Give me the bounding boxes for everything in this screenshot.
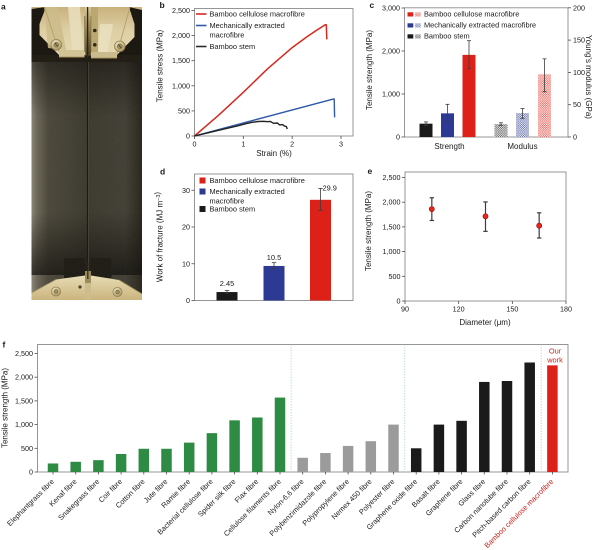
- svg-text:2,000: 2,000: [383, 198, 401, 207]
- svg-text:2,000: 2,000: [15, 373, 33, 382]
- svg-text:macrofibre: macrofibre: [210, 31, 245, 40]
- svg-text:work: work: [546, 356, 563, 365]
- svg-text:1: 1: [241, 140, 245, 149]
- svg-text:Diameter (μm): Diameter (μm): [459, 318, 511, 327]
- svg-text:1,000: 1,000: [15, 420, 33, 429]
- svg-text:100: 100: [573, 68, 585, 77]
- svg-text:10: 10: [182, 259, 190, 268]
- svg-text:0: 0: [397, 297, 401, 306]
- svg-text:Snakegrass fibre: Snakegrass fibre: [56, 477, 101, 522]
- svg-text:120: 120: [453, 305, 465, 314]
- svg-text:200: 200: [573, 3, 585, 12]
- svg-text:Bamboo stem: Bamboo stem: [210, 205, 256, 214]
- svg-text:0: 0: [186, 296, 190, 305]
- svg-text:1,500: 1,500: [383, 222, 401, 231]
- svg-text:d: d: [160, 167, 165, 177]
- svg-text:500: 500: [389, 272, 401, 281]
- svg-text:Bamboo stem: Bamboo stem: [424, 32, 470, 41]
- svg-text:Young's modulus (GPa): Young's modulus (GPa): [584, 35, 593, 119]
- svg-text:Modulus: Modulus: [507, 142, 537, 151]
- svg-text:1,500: 1,500: [15, 396, 33, 405]
- svg-text:50: 50: [573, 100, 581, 109]
- svg-text:29.9: 29.9: [323, 184, 337, 193]
- svg-text:c: c: [370, 0, 375, 10]
- svg-text:500: 500: [21, 444, 33, 453]
- svg-text:2,000: 2,000: [382, 47, 400, 56]
- svg-text:2,500: 2,500: [172, 6, 190, 15]
- svg-text:150: 150: [506, 305, 518, 314]
- svg-text:1,000: 1,000: [383, 247, 401, 256]
- svg-text:macrofibre: macrofibre: [210, 197, 245, 206]
- svg-text:2: 2: [290, 140, 294, 149]
- svg-text:2,000: 2,000: [172, 31, 190, 40]
- svg-text:10.5: 10.5: [267, 253, 281, 262]
- svg-text:Strain (%): Strain (%): [256, 149, 292, 158]
- svg-text:b: b: [160, 0, 165, 10]
- svg-text:Bamboo cellulose macrofibre: Bamboo cellulose macrofibre: [210, 10, 305, 19]
- svg-text:20: 20: [182, 223, 190, 232]
- svg-text:Tensile strength (MPa): Tensile strength (MPa): [365, 30, 374, 110]
- svg-text:Tensile strength (MPa): Tensile strength (MPa): [364, 191, 373, 271]
- svg-text:0: 0: [29, 468, 33, 477]
- svg-text:1,000: 1,000: [172, 81, 190, 90]
- svg-text:e: e: [368, 166, 373, 176]
- svg-text:30: 30: [182, 186, 190, 195]
- svg-text:1,500: 1,500: [172, 56, 190, 65]
- svg-text:0: 0: [573, 133, 577, 142]
- svg-text:Mechanically extracted: Mechanically extracted: [210, 187, 285, 196]
- svg-text:2,500: 2,500: [383, 173, 401, 182]
- svg-text:2.45: 2.45: [220, 279, 234, 288]
- svg-text:0: 0: [193, 140, 197, 149]
- svg-text:Bamboo cellulose macrofibre: Bamboo cellulose macrofibre: [424, 10, 519, 19]
- svg-text:Strength: Strength: [434, 142, 464, 151]
- svg-text:Work of fracture (MJ m−3): Work of fracture (MJ m−3): [153, 192, 165, 282]
- svg-text:150: 150: [573, 36, 585, 45]
- svg-text:500: 500: [178, 106, 190, 115]
- svg-text:3: 3: [339, 140, 343, 149]
- svg-text:0: 0: [396, 133, 400, 142]
- svg-text:Tensile strength (MPa): Tensile strength (MPa): [1, 368, 10, 448]
- svg-text:3,000: 3,000: [382, 4, 400, 13]
- svg-text:f: f: [3, 340, 6, 350]
- svg-text:Tensile stress (MPa): Tensile stress (MPa): [156, 29, 165, 102]
- svg-text:90: 90: [401, 305, 409, 314]
- svg-text:2,500: 2,500: [15, 349, 33, 358]
- svg-text:Mechanically extracted: Mechanically extracted: [210, 21, 285, 30]
- svg-text:1,000: 1,000: [382, 90, 400, 99]
- svg-text:Mechanically extracted macrofi: Mechanically extracted macrofibre: [424, 21, 536, 30]
- svg-text:Bamboo cellulose macrofibre: Bamboo cellulose macrofibre: [210, 176, 305, 185]
- svg-text:Our: Our: [549, 347, 562, 356]
- svg-text:Bamboo stem: Bamboo stem: [210, 42, 256, 51]
- svg-text:a: a: [1, 2, 6, 12]
- svg-text:180: 180: [560, 305, 572, 314]
- svg-text:0: 0: [186, 132, 190, 141]
